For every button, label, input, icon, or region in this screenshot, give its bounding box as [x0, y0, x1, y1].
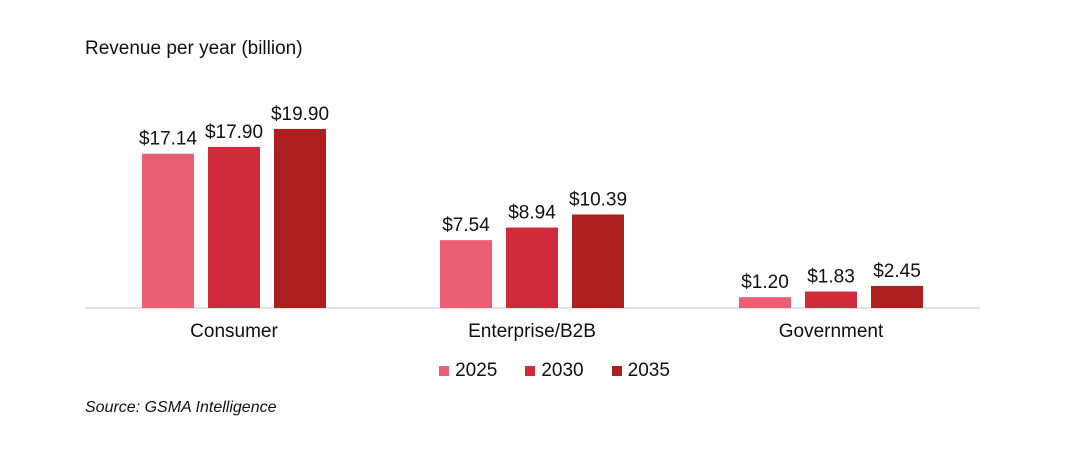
category-label: Enterprise/B2B	[468, 321, 596, 342]
bar-government-2030	[805, 291, 857, 308]
chart-title: Revenue per year (billion)	[85, 38, 303, 59]
category-label: Government	[779, 321, 884, 342]
source-note: Source: GSMA Intelligence	[85, 399, 277, 416]
legend-label: 2030	[541, 360, 584, 381]
bar-consumer-2025	[142, 153, 194, 308]
data-label: $17.14	[139, 129, 198, 150]
data-label: $17.90	[205, 122, 263, 143]
legend-label: 2025	[455, 360, 498, 381]
data-label: $19.90	[271, 104, 329, 125]
bar-government-2035	[871, 285, 923, 308]
bar-government-2025	[739, 297, 791, 308]
legend-swatch	[439, 366, 450, 376]
bar-consumer-2030	[208, 146, 260, 308]
legend-item-2030: 2030	[525, 360, 584, 382]
data-label: $1.20	[741, 272, 789, 293]
legend-item-2035: 2035	[611, 360, 670, 382]
bar-consumer-2035	[274, 128, 326, 308]
bar-enterprise-b2b-2025	[440, 240, 492, 308]
category-label: Consumer	[190, 321, 278, 342]
legend-item-2025: 2025	[439, 360, 497, 382]
bar-enterprise-b2b-2030	[506, 227, 558, 308]
chart-legend: 2025 2030 2035	[0, 360, 1079, 382]
data-label: $10.39	[569, 189, 627, 210]
data-label: $8.94	[508, 203, 556, 224]
data-label: $1.83	[807, 267, 855, 288]
bar-enterprise-b2b-2035	[572, 214, 624, 308]
data-label: $7.54	[442, 215, 490, 236]
legend-label: 2035	[627, 360, 670, 381]
legend-swatch	[525, 366, 536, 376]
legend-swatch	[611, 366, 622, 376]
data-label: $2.45	[873, 261, 921, 282]
